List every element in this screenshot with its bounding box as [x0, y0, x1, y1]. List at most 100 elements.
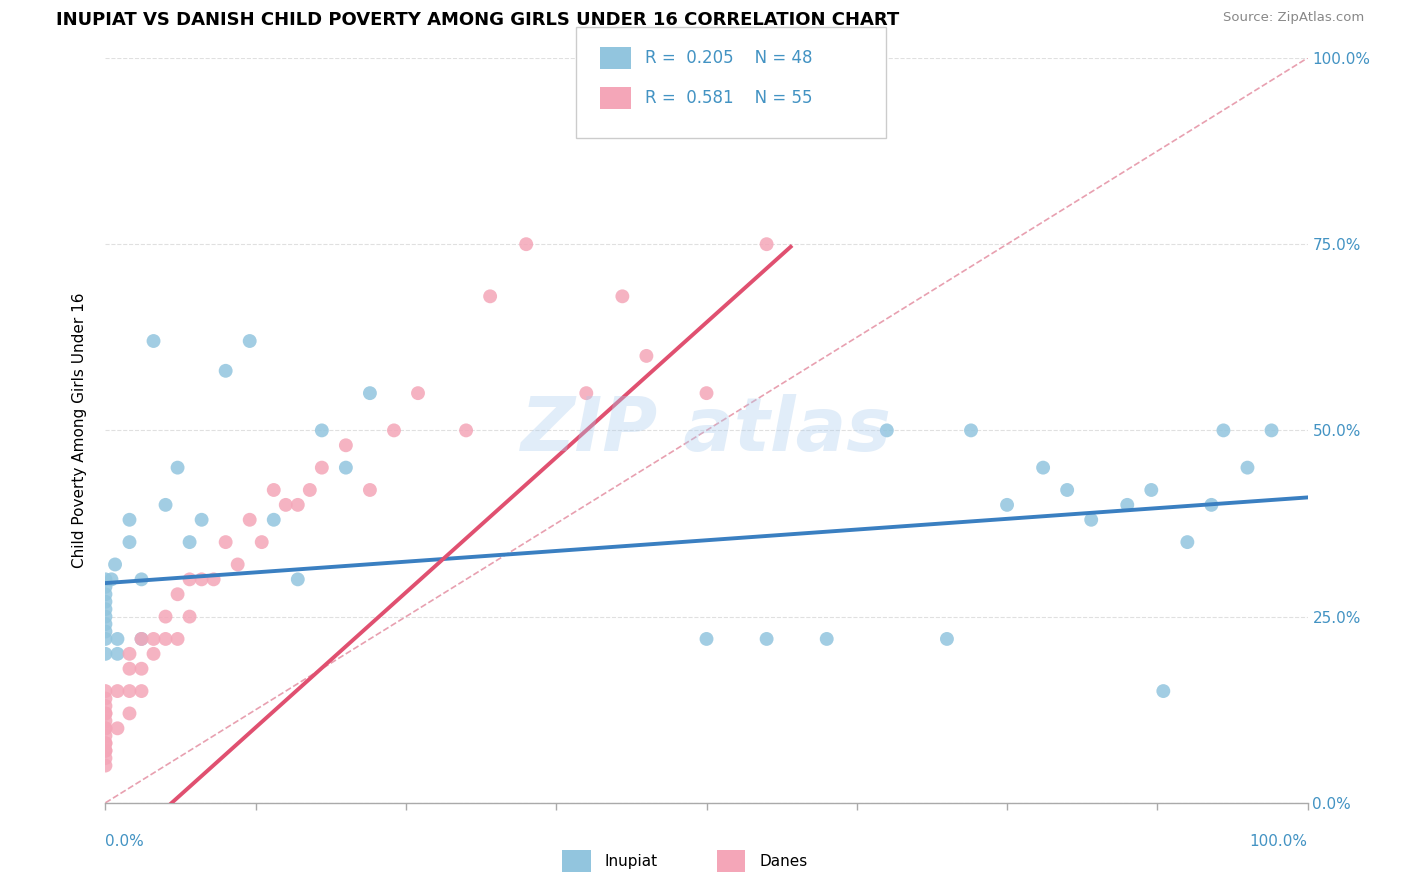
Point: [131, 573, 153, 587]
Point: [142, 334, 165, 348]
Point: [936, 632, 959, 646]
Point: [179, 573, 201, 587]
Point: [166, 632, 188, 646]
Point: [214, 364, 236, 378]
Point: [94, 684, 117, 698]
Point: [274, 498, 297, 512]
Point: [1201, 498, 1223, 512]
Point: [406, 386, 429, 401]
Point: [100, 573, 122, 587]
Point: [1080, 513, 1102, 527]
Text: 100.0%: 100.0%: [1250, 834, 1308, 849]
Text: R =  0.205    N = 48: R = 0.205 N = 48: [645, 49, 813, 67]
Point: [155, 609, 177, 624]
Point: [239, 334, 262, 348]
Point: [335, 438, 357, 452]
Point: [298, 483, 321, 497]
Point: [359, 483, 381, 497]
Point: [202, 573, 225, 587]
Point: [287, 498, 309, 512]
Point: [118, 647, 141, 661]
Point: [118, 706, 141, 721]
Point: [94, 736, 117, 750]
Point: [960, 424, 983, 438]
Point: [287, 573, 309, 587]
Point: [94, 706, 117, 721]
Point: [155, 498, 177, 512]
Point: [94, 587, 117, 601]
Point: [1260, 424, 1282, 438]
Point: [94, 580, 117, 594]
Point: [1056, 483, 1078, 497]
Point: [94, 729, 117, 743]
Point: [1212, 424, 1234, 438]
Point: [166, 587, 188, 601]
Point: [179, 609, 201, 624]
Point: [104, 558, 127, 572]
Point: [479, 289, 502, 303]
Point: [1140, 483, 1163, 497]
Point: [131, 662, 153, 676]
Point: [94, 595, 117, 609]
Point: [94, 736, 117, 750]
Point: [755, 632, 778, 646]
Point: [239, 513, 262, 527]
Point: [94, 573, 117, 587]
Point: [815, 632, 838, 646]
Point: [226, 558, 249, 572]
Point: [575, 386, 598, 401]
Point: [1152, 684, 1174, 698]
Point: [94, 647, 117, 661]
Point: [131, 632, 153, 646]
Point: [696, 386, 718, 401]
Point: [1236, 460, 1258, 475]
Point: [118, 535, 141, 549]
Text: INUPIAT VS DANISH CHILD POVERTY AMONG GIRLS UNDER 16 CORRELATION CHART: INUPIAT VS DANISH CHILD POVERTY AMONG GI…: [56, 11, 900, 29]
Point: [118, 684, 141, 698]
Point: [755, 237, 778, 252]
Point: [94, 691, 117, 706]
Point: [94, 714, 117, 728]
Point: [263, 513, 285, 527]
Point: [94, 698, 117, 713]
Point: [94, 706, 117, 721]
Text: Danes: Danes: [759, 855, 807, 869]
Point: [311, 424, 333, 438]
Y-axis label: Child Poverty Among Girls Under 16: Child Poverty Among Girls Under 16: [72, 293, 87, 568]
Point: [876, 424, 898, 438]
Text: 0.0%: 0.0%: [105, 834, 145, 849]
Point: [190, 513, 212, 527]
Point: [179, 535, 201, 549]
Point: [94, 758, 117, 772]
Point: [359, 386, 381, 401]
Text: ZIP atlas: ZIP atlas: [522, 394, 891, 467]
Point: [94, 632, 117, 646]
Point: [1032, 460, 1054, 475]
Point: [636, 349, 658, 363]
Point: [94, 602, 117, 616]
Point: [94, 751, 117, 765]
Point: [515, 237, 537, 252]
Point: [454, 424, 477, 438]
Text: Source: ZipAtlas.com: Source: ZipAtlas.com: [1223, 11, 1364, 24]
Point: [142, 647, 165, 661]
Point: [311, 460, 333, 475]
Point: [250, 535, 273, 549]
Point: [94, 721, 117, 735]
Point: [107, 647, 129, 661]
Point: [155, 632, 177, 646]
Point: [995, 498, 1018, 512]
Point: [118, 662, 141, 676]
Point: [214, 535, 236, 549]
Point: [696, 632, 718, 646]
Point: [94, 744, 117, 758]
Point: [118, 513, 141, 527]
Point: [612, 289, 634, 303]
Point: [94, 744, 117, 758]
Point: [131, 632, 153, 646]
Point: [94, 617, 117, 632]
Point: [107, 684, 129, 698]
Point: [1175, 535, 1198, 549]
Point: [190, 573, 212, 587]
Point: [382, 424, 405, 438]
